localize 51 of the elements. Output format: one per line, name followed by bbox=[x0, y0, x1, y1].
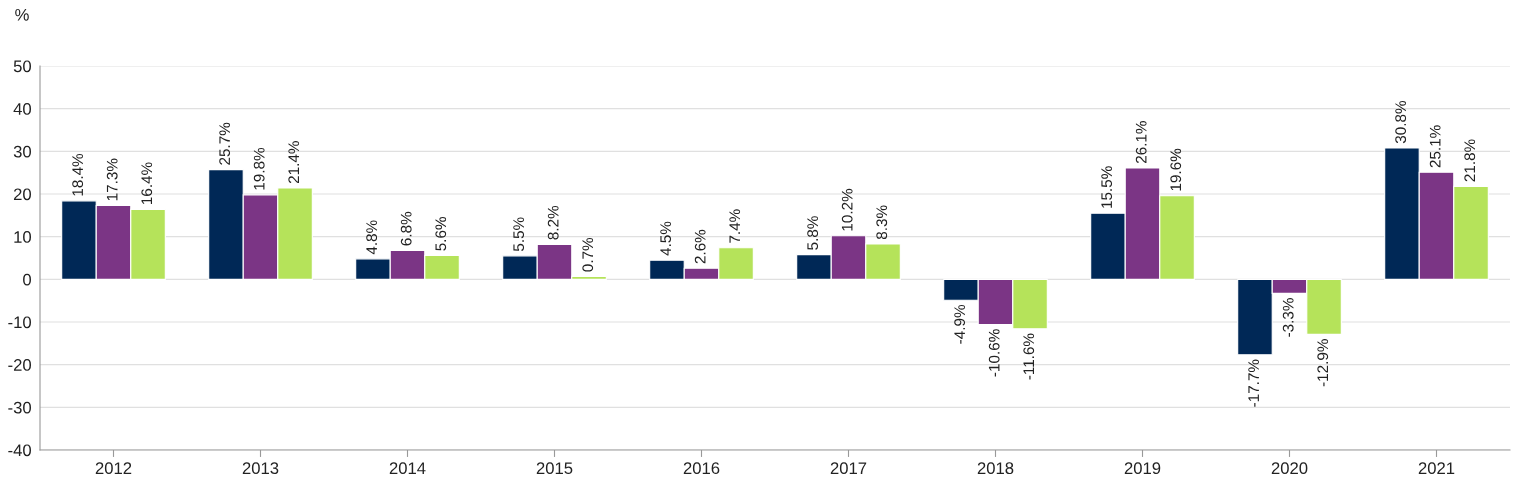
data-label: -3.3% bbox=[1282, 298, 1294, 337]
data-label: 2.6% bbox=[694, 229, 706, 264]
data-label: 19.6% bbox=[1170, 148, 1182, 191]
data-label: 10.2% bbox=[841, 188, 853, 231]
y-axis-title: % bbox=[15, 8, 29, 21]
data-label: 21.4% bbox=[288, 141, 300, 184]
data-label: 5.5% bbox=[513, 217, 525, 252]
y-tick-label: -40 bbox=[8, 444, 32, 457]
data-label: 8.2% bbox=[547, 205, 559, 240]
data-label: 4.8% bbox=[366, 220, 378, 255]
y-tick-label: 30 bbox=[13, 145, 32, 158]
y-tick-label: 50 bbox=[13, 60, 32, 73]
data-label: 17.3% bbox=[106, 158, 118, 201]
y-tick-label: 10 bbox=[14, 231, 32, 243]
x-tick-label: 2018 bbox=[977, 462, 1014, 475]
data-label: 8.3% bbox=[876, 205, 888, 240]
data-label: 7.4% bbox=[729, 209, 741, 243]
data-label: 6.8% bbox=[400, 211, 412, 246]
data-label: 25.7% bbox=[219, 122, 231, 165]
data-label: 16.4% bbox=[141, 162, 153, 205]
y-tick-label: 40 bbox=[13, 103, 32, 115]
x-tick-label: 2014 bbox=[389, 462, 426, 475]
x-tick-label: 2019 bbox=[1124, 462, 1161, 475]
data-label: -10.6% bbox=[988, 329, 1000, 377]
data-label: 5.6% bbox=[435, 216, 447, 251]
x-tick-label: 2020 bbox=[1271, 462, 1308, 475]
x-tick-label: 2013 bbox=[242, 462, 279, 475]
y-tick-label: 0 bbox=[23, 273, 32, 286]
data-label: 21.8% bbox=[1464, 139, 1476, 182]
x-tick-label: 2012 bbox=[95, 462, 132, 475]
data-label: 5.8% bbox=[807, 216, 819, 250]
data-label: 25.1% bbox=[1429, 125, 1441, 168]
y-tick-label: 20 bbox=[13, 188, 32, 201]
y-tick-label: -20 bbox=[8, 359, 32, 371]
x-tick-label: 2016 bbox=[683, 462, 720, 475]
y-tick-label: -30 bbox=[8, 401, 32, 414]
x-tick-label: 2017 bbox=[830, 462, 867, 475]
data-label: -11.6% bbox=[1023, 333, 1035, 380]
data-label: 15.5% bbox=[1101, 166, 1113, 208]
data-label: 30.8% bbox=[1395, 100, 1407, 144]
data-label: 18.4% bbox=[72, 153, 84, 196]
data-label: 4.5% bbox=[660, 221, 672, 256]
data-label: -4.9% bbox=[954, 304, 966, 344]
y-tick-label: -10 bbox=[8, 316, 32, 329]
x-tick-label: 2015 bbox=[536, 462, 573, 475]
data-label: -17.7% bbox=[1248, 359, 1259, 407]
data-label: 0.7% bbox=[582, 237, 594, 272]
data-label: 26.1% bbox=[1135, 121, 1147, 164]
data-label: -12.9% bbox=[1317, 339, 1329, 387]
data-label: 19.8% bbox=[253, 147, 265, 190]
x-tick-label: 2021 bbox=[1418, 462, 1455, 475]
